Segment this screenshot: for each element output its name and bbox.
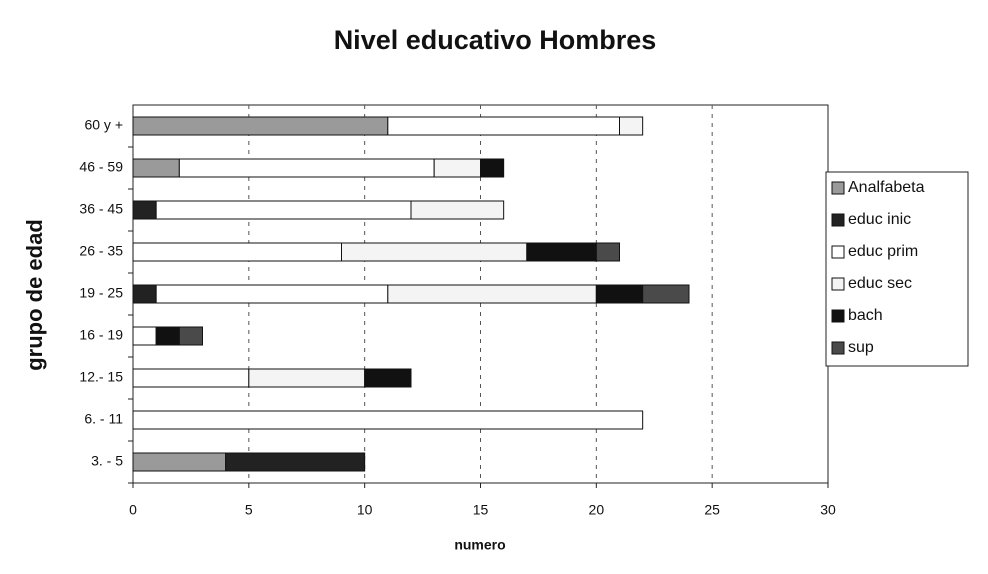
bar-segment <box>225 452 366 472</box>
bar-segment <box>595 242 620 262</box>
bar-segment <box>132 158 180 178</box>
bar-segment <box>132 452 227 472</box>
y-tick-label: 60 y + <box>84 117 123 133</box>
legend-label: educ sec <box>848 275 912 292</box>
bar-segment <box>132 284 157 304</box>
y-tick-label: 12.- 15 <box>79 369 123 385</box>
legend-label: educ prim <box>848 243 918 260</box>
bar-segment <box>387 284 597 304</box>
x-axis-label: numero <box>454 537 505 553</box>
x-tick-label: 5 <box>245 502 253 518</box>
y-tick-label: 3. - 5 <box>91 453 123 469</box>
x-tick-label: 0 <box>129 502 137 518</box>
bar-segment <box>341 242 528 262</box>
bar-segment <box>132 368 250 388</box>
bar-segment <box>132 242 342 262</box>
legend-swatch <box>831 245 845 259</box>
bar-segment <box>155 284 389 304</box>
bar-segment <box>132 200 157 220</box>
bar-segment <box>132 116 389 136</box>
legend-swatch <box>831 181 845 195</box>
legend-label: bach <box>848 307 883 324</box>
chart-title: Nivel educativo Hombres <box>334 25 657 55</box>
bar-segment <box>526 242 597 262</box>
bar-segment <box>178 326 203 346</box>
legend-swatch <box>831 341 845 355</box>
bar-segment <box>178 158 435 178</box>
y-tick-label: 46 - 59 <box>79 159 123 175</box>
bar-segment <box>433 158 481 178</box>
x-tick-label: 10 <box>357 502 373 518</box>
bar-segment <box>480 158 505 178</box>
y-tick-label: 19 - 25 <box>79 285 123 301</box>
bar-segment <box>595 284 644 304</box>
x-tick-label: 20 <box>589 502 605 518</box>
bar-segment <box>642 284 690 304</box>
bar-segment <box>248 368 366 388</box>
bar-segment <box>155 200 412 220</box>
x-tick-label: 25 <box>704 502 720 518</box>
bar-segment <box>364 368 412 388</box>
x-tick-label: 30 <box>820 502 836 518</box>
bar-segment <box>410 200 505 220</box>
y-axis-label: grupo de edad <box>22 219 47 371</box>
legend-swatch <box>831 277 845 291</box>
legend-box <box>825 171 969 367</box>
legend-label: Analfabeta <box>848 179 925 196</box>
bar-segment <box>132 410 644 430</box>
y-tick-label: 26 - 35 <box>79 243 123 259</box>
bar-segment <box>387 116 621 136</box>
bar-segment <box>132 326 157 346</box>
bar-segment <box>619 116 644 136</box>
y-tick-label: 6. - 11 <box>84 411 123 427</box>
legend-swatch <box>831 213 845 227</box>
legend-label: educ inic <box>848 211 911 228</box>
legend-swatch <box>831 309 845 323</box>
x-tick-label: 15 <box>473 502 489 518</box>
bar-segment <box>155 326 180 346</box>
y-tick-label: 36 - 45 <box>79 201 123 217</box>
legend-label: sup <box>848 339 874 356</box>
y-tick-label: 16 - 19 <box>79 327 123 343</box>
